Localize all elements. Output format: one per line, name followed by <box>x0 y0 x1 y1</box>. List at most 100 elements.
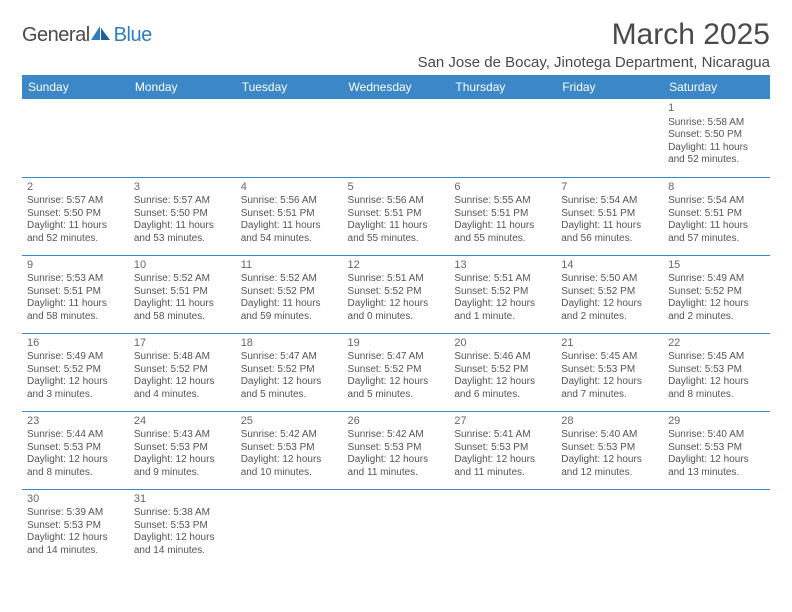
day-number: 3 <box>134 181 231 195</box>
weekday-header: Monday <box>129 75 236 99</box>
calendar-day-cell: 8Sunrise: 5:54 AMSunset: 5:51 PMDaylight… <box>663 177 770 255</box>
daylight-text: Daylight: 12 hours <box>27 376 124 389</box>
daylight-text: and 54 minutes. <box>241 233 338 246</box>
daylight-text: Daylight: 11 hours <box>348 220 445 233</box>
sunset-text: Sunset: 5:51 PM <box>134 286 231 299</box>
calendar-day-cell <box>236 99 343 177</box>
daylight-text: Daylight: 12 hours <box>668 376 765 389</box>
title-block: March 2025 San Jose de Bocay, Jinotega D… <box>418 18 770 71</box>
calendar-day-cell <box>129 99 236 177</box>
calendar-day-cell: 24Sunrise: 5:43 AMSunset: 5:53 PMDayligh… <box>129 411 236 489</box>
day-number: 5 <box>348 181 445 195</box>
day-number: 29 <box>668 415 765 429</box>
sunrise-text: Sunrise: 5:47 AM <box>241 351 338 364</box>
sunset-text: Sunset: 5:52 PM <box>454 364 551 377</box>
sunset-text: Sunset: 5:53 PM <box>348 442 445 455</box>
daylight-text: Daylight: 12 hours <box>241 454 338 467</box>
sunset-text: Sunset: 5:51 PM <box>454 208 551 221</box>
sunset-text: Sunset: 5:53 PM <box>454 442 551 455</box>
calendar-day-cell: 21Sunrise: 5:45 AMSunset: 5:53 PMDayligh… <box>556 333 663 411</box>
weekday-header: Sunday <box>22 75 129 99</box>
location: San Jose de Bocay, Jinotega Department, … <box>418 54 770 71</box>
daylight-text: and 8 minutes. <box>27 467 124 480</box>
sunset-text: Sunset: 5:52 PM <box>241 364 338 377</box>
calendar-day-cell <box>663 489 770 567</box>
day-number: 8 <box>668 181 765 195</box>
day-number: 26 <box>348 415 445 429</box>
calendar-day-cell <box>449 99 556 177</box>
sunrise-text: Sunrise: 5:50 AM <box>561 273 658 286</box>
sunset-text: Sunset: 5:53 PM <box>668 442 765 455</box>
day-number: 14 <box>561 259 658 273</box>
month-title: March 2025 <box>418 18 770 52</box>
sunrise-text: Sunrise: 5:45 AM <box>668 351 765 364</box>
sunrise-text: Sunrise: 5:52 AM <box>241 273 338 286</box>
daylight-text: Daylight: 12 hours <box>134 532 231 545</box>
daylight-text: and 4 minutes. <box>134 389 231 402</box>
sunrise-text: Sunrise: 5:51 AM <box>348 273 445 286</box>
day-number: 19 <box>348 337 445 351</box>
calendar-week-row: 1Sunrise: 5:58 AMSunset: 5:50 PMDaylight… <box>22 99 770 177</box>
sunset-text: Sunset: 5:53 PM <box>134 520 231 533</box>
sunset-text: Sunset: 5:51 PM <box>241 208 338 221</box>
calendar-day-cell: 17Sunrise: 5:48 AMSunset: 5:52 PMDayligh… <box>129 333 236 411</box>
calendar-day-cell <box>343 489 450 567</box>
sunset-text: Sunset: 5:50 PM <box>134 208 231 221</box>
sunrise-text: Sunrise: 5:40 AM <box>561 429 658 442</box>
weekday-header-row: Sunday Monday Tuesday Wednesday Thursday… <box>22 75 770 99</box>
sunset-text: Sunset: 5:52 PM <box>668 286 765 299</box>
daylight-text: Daylight: 12 hours <box>348 376 445 389</box>
daylight-text: Daylight: 12 hours <box>27 454 124 467</box>
sunrise-text: Sunrise: 5:40 AM <box>668 429 765 442</box>
daylight-text: and 0 minutes. <box>348 311 445 324</box>
sunset-text: Sunset: 5:53 PM <box>561 364 658 377</box>
sunset-text: Sunset: 5:53 PM <box>241 442 338 455</box>
daylight-text: Daylight: 12 hours <box>134 376 231 389</box>
sunrise-text: Sunrise: 5:54 AM <box>668 195 765 208</box>
day-number: 18 <box>241 337 338 351</box>
day-number: 16 <box>27 337 124 351</box>
calendar-day-cell: 10Sunrise: 5:52 AMSunset: 5:51 PMDayligh… <box>129 255 236 333</box>
calendar-day-cell: 3Sunrise: 5:57 AMSunset: 5:50 PMDaylight… <box>129 177 236 255</box>
daylight-text: and 9 minutes. <box>134 467 231 480</box>
day-number: 1 <box>668 102 765 116</box>
daylight-text: Daylight: 12 hours <box>134 454 231 467</box>
day-number: 27 <box>454 415 551 429</box>
daylight-text: and 10 minutes. <box>241 467 338 480</box>
day-number: 24 <box>134 415 231 429</box>
calendar-week-row: 16Sunrise: 5:49 AMSunset: 5:52 PMDayligh… <box>22 333 770 411</box>
calendar-day-cell <box>236 489 343 567</box>
day-number: 2 <box>27 181 124 195</box>
daylight-text: Daylight: 11 hours <box>241 298 338 311</box>
sunrise-text: Sunrise: 5:41 AM <box>454 429 551 442</box>
day-number: 9 <box>27 259 124 273</box>
sunrise-text: Sunrise: 5:44 AM <box>27 429 124 442</box>
weekday-header: Thursday <box>449 75 556 99</box>
sunset-text: Sunset: 5:50 PM <box>27 208 124 221</box>
calendar-day-cell: 29Sunrise: 5:40 AMSunset: 5:53 PMDayligh… <box>663 411 770 489</box>
day-number: 4 <box>241 181 338 195</box>
calendar-day-cell <box>556 99 663 177</box>
day-number: 21 <box>561 337 658 351</box>
day-number: 7 <box>561 181 658 195</box>
sunset-text: Sunset: 5:52 PM <box>561 286 658 299</box>
daylight-text: and 2 minutes. <box>668 311 765 324</box>
daylight-text: Daylight: 12 hours <box>241 376 338 389</box>
calendar-day-cell: 22Sunrise: 5:45 AMSunset: 5:53 PMDayligh… <box>663 333 770 411</box>
daylight-text: and 52 minutes. <box>27 233 124 246</box>
daylight-text: and 7 minutes. <box>561 389 658 402</box>
day-number: 25 <box>241 415 338 429</box>
calendar-day-cell: 25Sunrise: 5:42 AMSunset: 5:53 PMDayligh… <box>236 411 343 489</box>
day-number: 13 <box>454 259 551 273</box>
header: General Blue March 2025 San Jose de Boca… <box>22 18 770 71</box>
sunset-text: Sunset: 5:53 PM <box>27 442 124 455</box>
calendar-week-row: 30Sunrise: 5:39 AMSunset: 5:53 PMDayligh… <box>22 489 770 567</box>
logo-text-blue: Blue <box>114 24 152 47</box>
sail-icon <box>90 25 112 41</box>
sunset-text: Sunset: 5:52 PM <box>241 286 338 299</box>
calendar-day-cell <box>22 99 129 177</box>
sunset-text: Sunset: 5:51 PM <box>348 208 445 221</box>
calendar-day-cell: 13Sunrise: 5:51 AMSunset: 5:52 PMDayligh… <box>449 255 556 333</box>
sunset-text: Sunset: 5:52 PM <box>348 286 445 299</box>
sunrise-text: Sunrise: 5:42 AM <box>241 429 338 442</box>
